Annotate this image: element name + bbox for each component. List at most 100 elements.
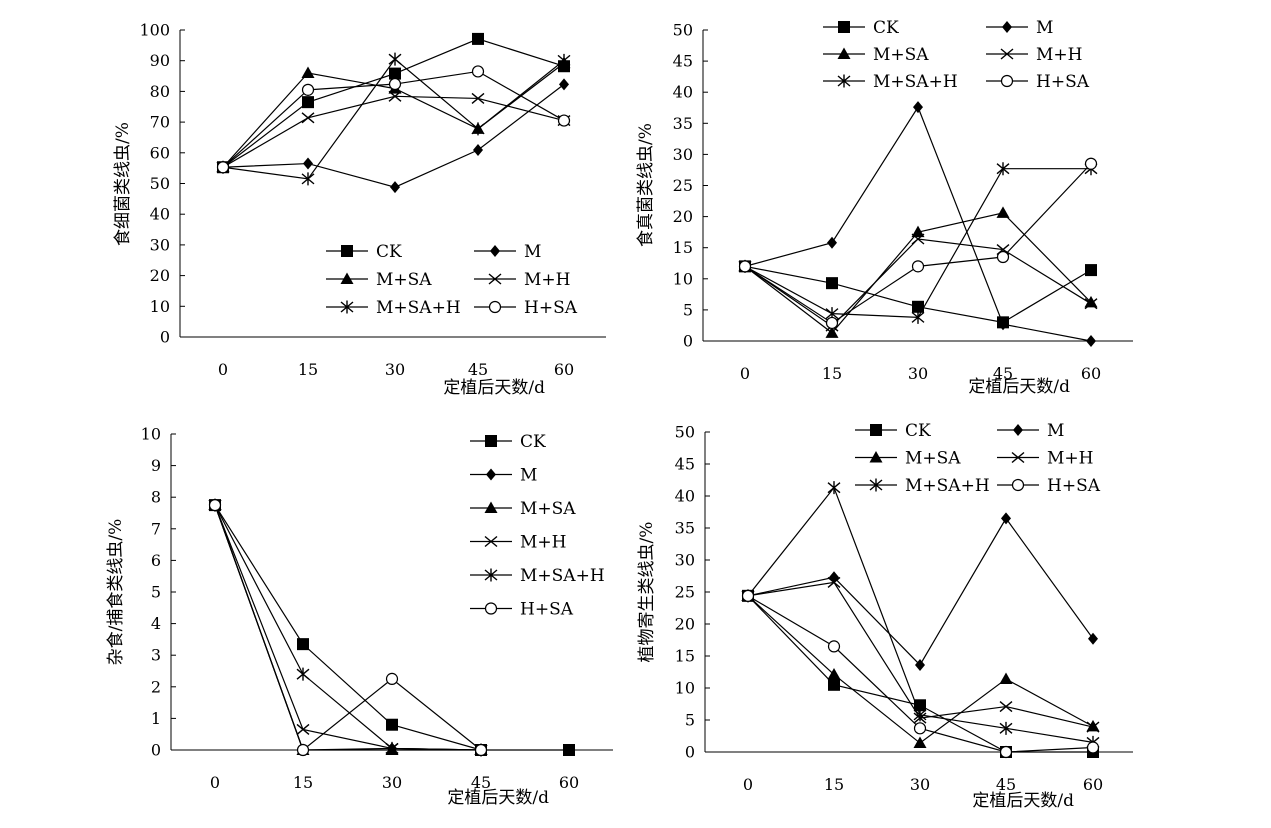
series-ck bbox=[217, 32, 570, 174]
legend-marker-ck bbox=[341, 245, 353, 257]
series-line-m-h bbox=[214, 504, 482, 751]
y-tick-label: 2 bbox=[151, 677, 161, 696]
x-tick-label: 0 bbox=[218, 360, 228, 379]
y-tick-label: 100 bbox=[139, 21, 170, 40]
legend-label: M+SA bbox=[873, 45, 929, 65]
legend-marker-m-h bbox=[1011, 451, 1025, 464]
fungivore-nematode-chart: 0 5 10 15 20 25 30 35 40 45 50 0 15 30 45 60 食真菌类线虫/% 定植后… bbox=[636, 18, 1133, 397]
x-tick-label: 15 bbox=[298, 360, 318, 379]
legend-item-ck: CK bbox=[326, 242, 402, 262]
data-point-m-sa bbox=[913, 736, 927, 749]
legend-item-h-sa: H+SA bbox=[986, 72, 1090, 92]
data-point-h-sa bbox=[557, 114, 571, 127]
legend-marker-m-sa-h bbox=[484, 568, 498, 582]
series-m-sa bbox=[208, 498, 488, 755]
legend-marker-m-sa bbox=[484, 501, 498, 513]
legend-marker-ck bbox=[870, 424, 882, 436]
legend-marker-m-sa bbox=[340, 272, 354, 284]
data-point-ck bbox=[563, 744, 575, 756]
legend-marker-h-sa bbox=[488, 300, 502, 314]
y-tick-label: 7 bbox=[151, 519, 161, 538]
legend-item-m-sa-h: M+SA+H bbox=[855, 476, 990, 496]
legend-label: CK bbox=[376, 242, 402, 262]
data-point-m-sa-h bbox=[557, 53, 571, 67]
data-point-m-sa-h bbox=[471, 122, 485, 136]
data-point-m bbox=[913, 101, 923, 114]
data-point-m-sa bbox=[825, 326, 839, 338]
data-point-m-h bbox=[301, 112, 315, 124]
data-point-m-sa-h bbox=[999, 721, 1013, 735]
series-m-h bbox=[208, 499, 488, 756]
legend-label: H+SA bbox=[1047, 476, 1101, 496]
x-tick-label: 45 bbox=[468, 360, 488, 379]
legend-item-m-sa-h: M+SA+H bbox=[470, 566, 605, 586]
data-point-h-sa bbox=[738, 260, 752, 273]
legend-item-m-sa-h: M+SA+H bbox=[326, 298, 461, 318]
x-tick-label: 60 bbox=[1083, 775, 1103, 794]
y-tick-label: 10 bbox=[675, 679, 695, 698]
legend-item-m-sa: M+SA bbox=[823, 45, 929, 65]
x-axis-title: 定植后天数/d bbox=[447, 788, 549, 808]
data-point-m-h bbox=[296, 723, 310, 735]
legend-marker-m-sa bbox=[837, 47, 851, 59]
x-tick-label: 30 bbox=[382, 773, 402, 792]
x-tick-label: 45 bbox=[993, 364, 1013, 383]
data-point-m-sa bbox=[301, 66, 315, 78]
data-point-m bbox=[1001, 512, 1011, 525]
legend-marker-m bbox=[1002, 21, 1012, 33]
bacterivore-nematode-chart: 0 10 20 30 40 50 60 70 80 90 100 0 15 30 45 60 食细菌类线虫/% 定… bbox=[113, 21, 606, 398]
data-point-m-sa-h bbox=[388, 52, 402, 66]
series-m bbox=[743, 512, 1098, 671]
data-point-m-sa-h bbox=[827, 481, 841, 495]
legend-item-m-h: M+H bbox=[997, 449, 1093, 469]
legend-item-ck: CK bbox=[855, 421, 931, 441]
data-point-m-sa bbox=[1084, 295, 1098, 308]
legend-label: M bbox=[520, 466, 537, 486]
legend-item-h-sa: H+SA bbox=[470, 600, 574, 620]
data-point-ck bbox=[826, 277, 838, 290]
y-tick-label: 90 bbox=[150, 51, 170, 70]
data-point-h-sa bbox=[474, 743, 488, 757]
x-tick-label: 15 bbox=[824, 775, 844, 794]
legend-marker-m-sa bbox=[869, 451, 883, 463]
series-m-sa bbox=[741, 589, 1100, 749]
y-tick-label: 45 bbox=[675, 455, 695, 474]
y-tick-label: 30 bbox=[675, 551, 695, 570]
y-tick-label: 5 bbox=[685, 711, 695, 730]
data-point-m-h bbox=[471, 92, 485, 104]
data-point-m-sa bbox=[911, 225, 925, 238]
legend-item-h-sa: H+SA bbox=[474, 298, 578, 318]
x-tick-label: 0 bbox=[740, 364, 750, 383]
data-point-ck bbox=[302, 96, 314, 109]
legend-label: H+SA bbox=[524, 298, 578, 318]
y-tick-label: 50 bbox=[675, 423, 695, 442]
y-tick-label: 5 bbox=[683, 300, 693, 319]
series-m-sa bbox=[738, 206, 1098, 338]
y-tick-label: 70 bbox=[150, 113, 170, 132]
x-axis-title: 定植后天数/d bbox=[443, 378, 545, 398]
legend-marker-m-sa-h bbox=[869, 478, 883, 492]
y-tick-label: 0 bbox=[685, 743, 695, 762]
y-tick-label: 50 bbox=[673, 21, 693, 40]
legend-marker-m-h bbox=[1000, 48, 1014, 60]
data-point-h-sa bbox=[471, 65, 485, 78]
data-point-h-sa bbox=[385, 672, 399, 686]
y-tick-label: 9 bbox=[151, 456, 161, 475]
data-point-h-sa bbox=[996, 250, 1010, 264]
legend-item-m: M bbox=[474, 242, 541, 262]
data-point-h-sa bbox=[208, 499, 222, 512]
y-axis-title: 食细菌类线虫/% bbox=[113, 122, 133, 246]
legend-marker-m-h bbox=[488, 273, 502, 285]
legend-item-ck: CK bbox=[470, 432, 546, 452]
y-tick-label: 60 bbox=[150, 143, 170, 162]
data-point-ck bbox=[912, 300, 924, 313]
series-line-m-h bbox=[222, 95, 565, 168]
y-axis-title: 食真菌类线虫/% bbox=[636, 123, 656, 247]
series-h-sa bbox=[741, 589, 1100, 759]
y-tick-label: 6 bbox=[151, 551, 161, 570]
x-tick-label: 60 bbox=[1081, 364, 1101, 383]
legend-item-m-sa: M+SA bbox=[855, 449, 961, 469]
y-tick-label: 25 bbox=[675, 583, 695, 602]
data-point-m bbox=[473, 144, 483, 157]
